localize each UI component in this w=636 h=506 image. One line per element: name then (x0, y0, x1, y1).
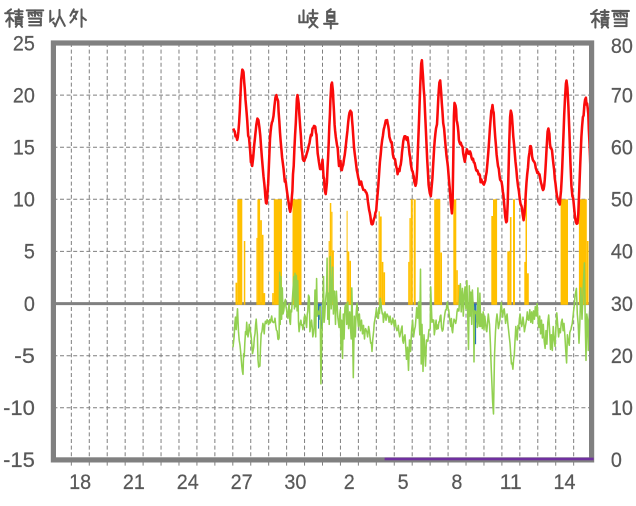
svg-text:24: 24 (177, 470, 199, 494)
svg-text:-5: -5 (14, 344, 35, 368)
svg-text:11: 11 (500, 470, 522, 494)
svg-text:10: 10 (13, 188, 35, 212)
svg-text:25: 25 (13, 31, 35, 55)
svg-text:5: 5 (398, 470, 409, 494)
svg-text:80: 80 (611, 34, 633, 58)
svg-text:10: 10 (611, 396, 633, 420)
svg-text:30: 30 (611, 292, 633, 316)
svg-text:70: 70 (611, 83, 633, 107)
svg-text:5: 5 (24, 240, 35, 264)
svg-text:2: 2 (344, 470, 355, 494)
svg-text:50: 50 (611, 188, 633, 212)
svg-text:15: 15 (13, 136, 35, 160)
svg-text:18: 18 (69, 470, 91, 494)
svg-text:21: 21 (123, 470, 145, 494)
svg-text:-10: -10 (3, 396, 35, 420)
svg-text:-15: -15 (3, 448, 35, 472)
svg-text:40: 40 (611, 240, 633, 264)
svg-text:0: 0 (611, 448, 622, 472)
svg-text:30: 30 (284, 470, 306, 494)
svg-text:8: 8 (451, 470, 462, 494)
svg-text:0: 0 (24, 292, 35, 316)
svg-text:60: 60 (611, 136, 633, 160)
svg-text:14: 14 (554, 470, 576, 494)
svg-text:20: 20 (611, 344, 633, 368)
svg-text:20: 20 (13, 83, 35, 107)
svg-text:27: 27 (231, 470, 253, 494)
